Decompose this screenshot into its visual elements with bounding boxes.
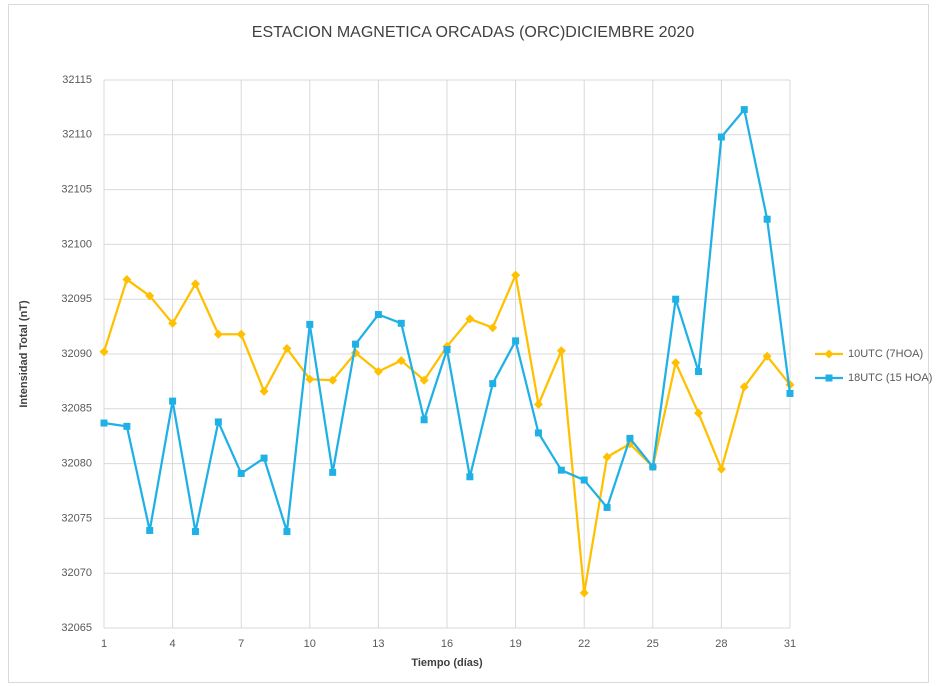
data-point: [214, 418, 222, 426]
data-point: [672, 295, 680, 303]
data-point: [762, 351, 772, 361]
data-point: [306, 320, 314, 328]
data-point: [169, 397, 177, 405]
data-point: [419, 375, 429, 385]
data-point: [671, 358, 681, 368]
data-point: [534, 429, 542, 437]
y-axis-title: Intensidad Total (nT): [18, 300, 30, 408]
data-point: [488, 323, 498, 333]
data-point: [145, 291, 155, 301]
data-point: [191, 528, 199, 536]
data-point: [123, 422, 131, 430]
data-point: [329, 468, 337, 476]
y-tick-label: 32085: [61, 403, 92, 415]
y-tick-label: 32070: [61, 567, 92, 579]
data-point: [374, 311, 382, 319]
data-point: [580, 476, 588, 484]
legend-marker: [825, 374, 833, 382]
data-point: [259, 386, 269, 396]
data-point: [352, 340, 360, 348]
data-point: [420, 416, 428, 424]
y-tick-label: 32110: [62, 129, 92, 141]
data-point: [443, 346, 451, 354]
data-point: [626, 434, 634, 442]
data-point: [396, 356, 406, 366]
data-point: [717, 133, 725, 141]
data-point: [740, 106, 748, 114]
data-point: [168, 318, 178, 328]
x-tick-label: 10: [304, 638, 316, 650]
x-tick-label: 31: [784, 638, 796, 650]
data-point: [557, 466, 565, 474]
data-point: [213, 329, 223, 339]
y-tick-label: 32115: [62, 74, 92, 86]
x-tick-label: 28: [715, 638, 727, 650]
data-point: [716, 464, 726, 474]
y-tick-label: 32080: [61, 458, 92, 470]
data-point: [122, 274, 132, 284]
data-point: [649, 463, 657, 471]
data-point: [190, 279, 200, 289]
data-point: [100, 419, 108, 427]
x-tick-label: 16: [441, 638, 453, 650]
legend-marker: [824, 349, 834, 359]
data-point: [465, 314, 475, 324]
data-point: [695, 368, 703, 376]
data-point: [283, 528, 291, 536]
data-point: [305, 374, 315, 384]
chart-frame: [8, 4, 929, 683]
data-point: [603, 503, 611, 511]
data-point: [397, 319, 405, 327]
y-tick-label: 32100: [61, 238, 92, 250]
data-point: [328, 375, 338, 385]
y-tick-label: 32065: [61, 622, 92, 634]
data-point: [694, 408, 704, 418]
chart-title: ESTACION MAGNETICA ORCADAS (ORC)DICIEMBR…: [252, 24, 695, 41]
data-point: [373, 367, 383, 377]
data-point: [236, 329, 246, 339]
data-point: [282, 344, 292, 354]
data-point: [146, 526, 154, 534]
data-point: [489, 380, 497, 388]
data-point: [763, 215, 771, 223]
data-point: [579, 588, 589, 598]
data-point: [602, 452, 612, 462]
y-tick-label: 32095: [61, 293, 92, 305]
x-tick-label: 19: [509, 638, 521, 650]
data-point: [511, 270, 521, 280]
x-tick-label: 4: [170, 638, 176, 650]
legend-label: 18UTC (15 HOA): [848, 372, 932, 384]
data-point: [533, 399, 543, 409]
data-point: [99, 347, 109, 357]
x-tick-label: 22: [578, 638, 590, 650]
y-tick-label: 32090: [61, 348, 92, 360]
x-axis-title: Tiempo (días): [411, 657, 483, 669]
y-tick-label: 32105: [61, 184, 92, 196]
x-tick-label: 13: [372, 638, 384, 650]
data-point: [512, 337, 520, 345]
data-point: [739, 382, 749, 392]
data-point: [556, 346, 566, 356]
x-tick-label: 7: [238, 638, 244, 650]
data-point: [237, 469, 245, 477]
y-tick-label: 32075: [61, 512, 92, 524]
x-tick-label: 1: [101, 638, 107, 650]
data-point: [260, 454, 268, 462]
x-tick-label: 25: [647, 638, 659, 650]
data-point: [466, 473, 474, 481]
data-point: [786, 389, 794, 397]
legend-label: 10UTC (7HOA): [848, 348, 923, 360]
